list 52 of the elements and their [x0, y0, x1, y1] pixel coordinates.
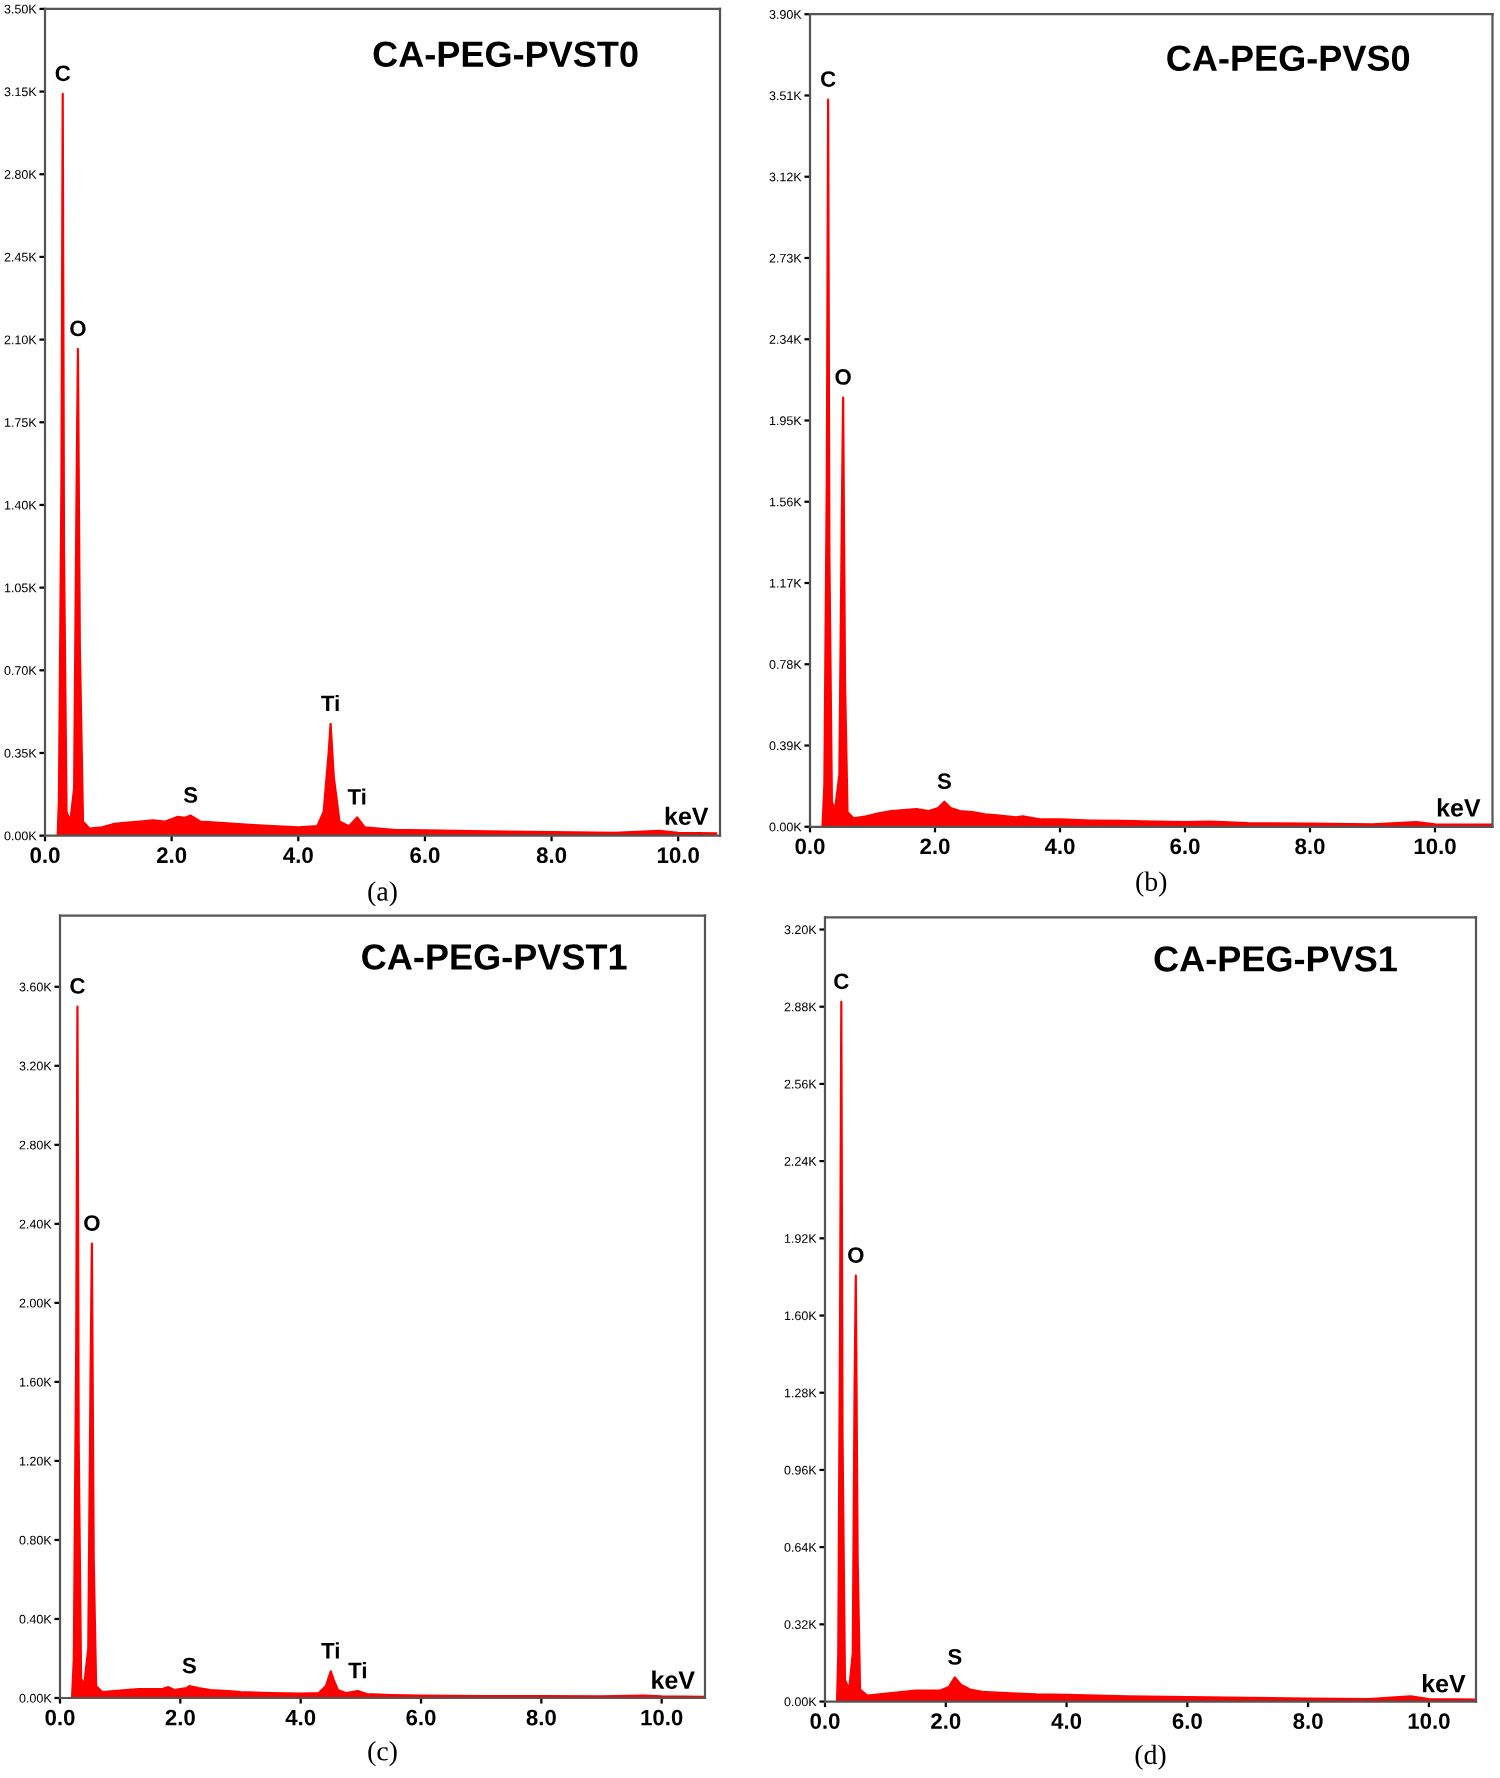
text: (a)	[368, 881, 397, 907]
annotation: O	[835, 369, 851, 385]
annotation: S	[182, 1657, 196, 1674]
x-axis-title: keV	[665, 806, 709, 826]
text: CA-PEG-PVS1	[1154, 946, 1397, 972]
x-tick-label: 2.0	[931, 1713, 961, 1729]
annotation: O	[848, 1247, 864, 1263]
annotation: O	[70, 320, 86, 337]
x-axis-title: keV	[1437, 798, 1481, 817]
x-tick-label: 2.0	[920, 838, 950, 855]
x-tick-label: 8.0	[536, 847, 567, 864]
x-tick-label: 0.0	[45, 1709, 75, 1726]
x-tick-label: 0.0	[30, 847, 60, 864]
annotation: Ti	[321, 1642, 339, 1659]
text: CA-PEG-PVST1	[362, 944, 627, 970]
x-tick-label: 10.0	[641, 1709, 683, 1726]
annotation: C	[834, 973, 849, 990]
annotation: O	[84, 1215, 100, 1231]
x-tick-label: 6.0	[1170, 838, 1200, 855]
annotation: S	[183, 787, 198, 803]
x-tick-label: 4.0	[1051, 1713, 1082, 1729]
x-tick-label: 10.0	[1414, 838, 1456, 855]
x-tick-label: 2.0	[165, 1709, 195, 1726]
text: (d)	[1135, 1744, 1166, 1770]
annotation: Ti	[321, 694, 339, 711]
annotation: C	[821, 71, 836, 87]
x-tick-label: 0.0	[795, 838, 825, 855]
text: CA-PEG-PVS0	[1167, 45, 1410, 72]
x-tick-label: 6.0	[406, 1709, 436, 1726]
text: CA-PEG-PVST0	[373, 41, 638, 67]
annotation: Ti	[348, 1662, 366, 1679]
annotation: S	[948, 1648, 962, 1665]
x-tick-label: 10.0	[1408, 1713, 1450, 1729]
x-tick-label: 0.0	[810, 1713, 840, 1729]
x-axis-title: keV	[1422, 1674, 1466, 1693]
annotation: S	[937, 773, 951, 790]
x-tick-label: 4.0	[1044, 838, 1075, 855]
x-axis-title: keV	[652, 1670, 695, 1689]
text: (b)	[1136, 871, 1167, 897]
x-tick-label: 8.0	[1295, 838, 1325, 855]
annotation: C	[70, 978, 85, 994]
annotation: Ti	[347, 788, 366, 805]
annotation: C	[55, 65, 71, 82]
x-tick-label: 8.0	[1293, 1713, 1323, 1729]
x-tick-label: 6.0	[1172, 1713, 1202, 1729]
x-tick-label: 2.0	[156, 847, 187, 864]
text: (c)	[368, 1741, 397, 1767]
x-tick-label: 6.0	[410, 847, 440, 864]
x-tick-label: 4.0	[283, 847, 313, 864]
x-tick-label: 8.0	[526, 1709, 556, 1726]
x-tick-label: 4.0	[285, 1709, 316, 1726]
x-tick-label: 10.0	[657, 847, 699, 864]
